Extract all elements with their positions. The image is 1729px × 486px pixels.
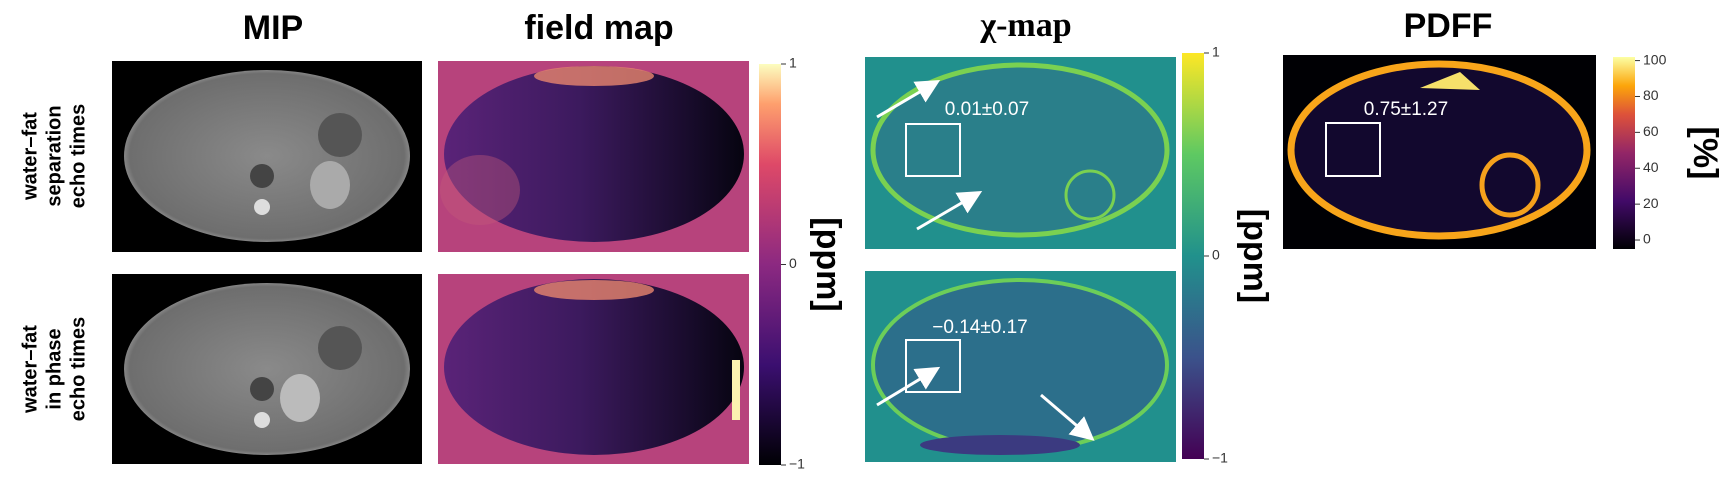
row-label-line: water–fat (19, 112, 41, 201)
colorbar-tick-label: 40 (1643, 159, 1659, 175)
colorbar-tick-label: 1 (1212, 44, 1220, 60)
column-title: MIP (243, 9, 303, 47)
mip-image (112, 61, 422, 252)
colorbar-tick-label: 100 (1643, 51, 1667, 67)
colorbar-tick-label: 0 (789, 255, 797, 271)
colorbar-label: [ppm] (809, 217, 847, 311)
roi-value: 0.01±0.07 (945, 99, 1029, 120)
row-label: water–fat separation echo times (19, 104, 89, 208)
colorbar (759, 64, 781, 465)
chi-map-image (865, 271, 1176, 462)
column-title: χ-map (979, 7, 1071, 44)
colorbar-label: [ppm] (1236, 209, 1274, 303)
row-label: water–fat in phase echo times (19, 317, 89, 421)
row-label-line: echo times (67, 104, 89, 208)
colorbar-tick-label: 0 (1212, 247, 1220, 263)
field-map-image (438, 274, 749, 464)
chi-map-image (865, 57, 1176, 249)
colorbar-label: [%] (1686, 127, 1724, 180)
roi-value: 0.75±1.27 (1364, 99, 1448, 120)
field-map-image (438, 61, 749, 252)
colorbar-tick-label: −1 (1212, 450, 1228, 466)
colorbar-tick-label: 0 (1643, 231, 1651, 247)
colorbar (1182, 53, 1204, 459)
row-label-line: echo times (67, 317, 89, 421)
row-label-line: in phase (43, 328, 65, 409)
row-label-line: separation (43, 105, 65, 206)
column-title: PDFF (1404, 7, 1493, 45)
colorbar-tick-label: 20 (1643, 195, 1659, 211)
pdff-image (1283, 55, 1596, 249)
colorbar-tick-label: 60 (1643, 123, 1659, 139)
roi-value: −0.14±0.17 (932, 317, 1027, 338)
colorbar-tick-label: 80 (1643, 87, 1659, 103)
colorbar-tick-label: 1 (789, 55, 797, 71)
row-label-line: water–fat (19, 325, 41, 414)
colorbar (1613, 57, 1635, 249)
colorbar-tick-label: −1 (789, 456, 805, 472)
mip-image (112, 274, 422, 464)
column-title: field map (524, 9, 673, 47)
